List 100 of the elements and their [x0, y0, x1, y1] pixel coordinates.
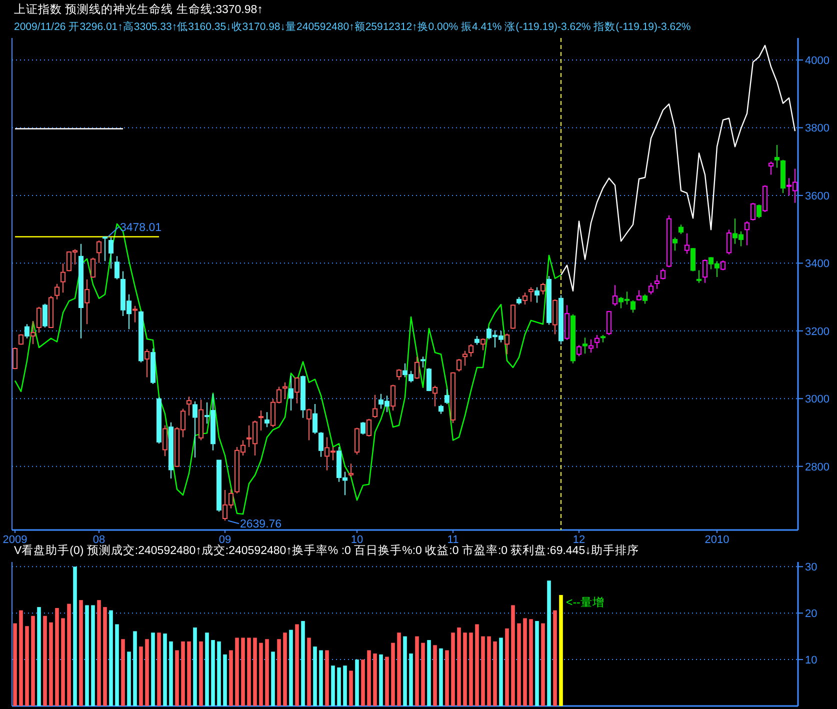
candlestick — [102, 236, 108, 262]
bar — [331, 666, 335, 706]
candlestick — [318, 432, 324, 458]
bar — [277, 639, 281, 706]
bar — [505, 628, 509, 706]
bar — [343, 666, 347, 706]
candlestick — [612, 284, 618, 306]
bar — [349, 670, 353, 706]
candlestick — [726, 229, 732, 255]
candlestick — [390, 384, 396, 411]
y-tick-label: 30 — [805, 562, 818, 574]
candlestick — [720, 260, 726, 271]
bar — [43, 616, 47, 706]
x-tick-label: 08 — [92, 534, 106, 546]
candlestick — [312, 404, 318, 434]
bar — [301, 620, 305, 706]
candlestick — [774, 144, 780, 168]
bar — [127, 652, 131, 706]
bar — [37, 607, 41, 706]
bar — [199, 641, 203, 706]
chart-title: 上证指数 预测线的神光生命线 生命线:3370.98↑ — [14, 3, 263, 16]
candlestick — [576, 344, 582, 357]
bar — [463, 632, 467, 706]
bar — [481, 636, 485, 706]
candlestick — [36, 306, 42, 334]
candlestick — [684, 232, 690, 254]
candlestick — [606, 310, 612, 336]
bar — [157, 632, 161, 706]
candlestick — [108, 236, 114, 270]
bar — [247, 638, 251, 706]
bar — [115, 624, 119, 706]
bar — [73, 566, 77, 706]
bar — [253, 638, 257, 706]
candlestick — [366, 418, 372, 438]
candlestick — [750, 202, 756, 222]
bar — [283, 632, 287, 706]
candlestick — [294, 376, 300, 404]
x-tick-label: 09 — [218, 534, 232, 546]
bar — [91, 605, 95, 706]
candlestick — [432, 385, 438, 407]
bar — [355, 660, 359, 706]
candlestick — [144, 348, 150, 378]
bar — [379, 654, 383, 706]
bar — [289, 630, 293, 706]
bar — [97, 600, 101, 706]
bar — [85, 605, 89, 706]
bar — [67, 604, 71, 706]
bar — [139, 646, 143, 706]
candlestick — [84, 278, 90, 325]
candlestick — [528, 286, 534, 302]
candlestick — [306, 408, 312, 441]
bar — [25, 626, 29, 706]
bar — [361, 660, 365, 706]
candlestick — [468, 344, 474, 358]
bar — [235, 638, 239, 706]
bar — [415, 636, 419, 706]
candlestick — [702, 258, 708, 284]
candlestick — [414, 356, 420, 380]
candlestick — [60, 263, 66, 294]
bar — [307, 638, 311, 706]
bar — [163, 634, 167, 706]
bar — [397, 632, 401, 706]
bar — [55, 608, 59, 706]
bar — [19, 610, 23, 706]
bar — [31, 616, 35, 706]
bar — [259, 642, 263, 706]
line-series — [14, 223, 562, 515]
bar — [103, 607, 107, 706]
bar — [217, 641, 221, 706]
candlestick — [678, 224, 684, 235]
bar — [241, 638, 245, 706]
candlestick — [132, 305, 138, 323]
bar — [523, 618, 527, 706]
bar — [511, 605, 515, 706]
y-tick-label: 3200 — [805, 326, 830, 338]
candlestick — [588, 338, 594, 354]
bar — [319, 650, 323, 706]
candlestick — [744, 220, 750, 246]
candlestick — [672, 236, 678, 252]
bar — [421, 642, 425, 706]
y-tick-label: 3600 — [805, 190, 830, 202]
candlestick — [690, 247, 696, 272]
candlestick — [288, 375, 294, 411]
bar — [427, 640, 431, 706]
candlestick — [444, 388, 450, 405]
bar — [265, 639, 269, 706]
bar — [367, 650, 371, 706]
candlestick — [96, 240, 102, 264]
bar — [187, 641, 191, 706]
bar — [409, 654, 413, 706]
bar — [451, 632, 455, 706]
bar — [313, 646, 317, 706]
candlestick — [504, 333, 510, 355]
candlestick — [114, 256, 120, 280]
bar — [559, 594, 563, 706]
candlestick — [282, 382, 288, 400]
bar — [61, 618, 65, 706]
candlestick — [264, 412, 270, 428]
bar — [433, 645, 437, 706]
bar — [337, 667, 341, 706]
